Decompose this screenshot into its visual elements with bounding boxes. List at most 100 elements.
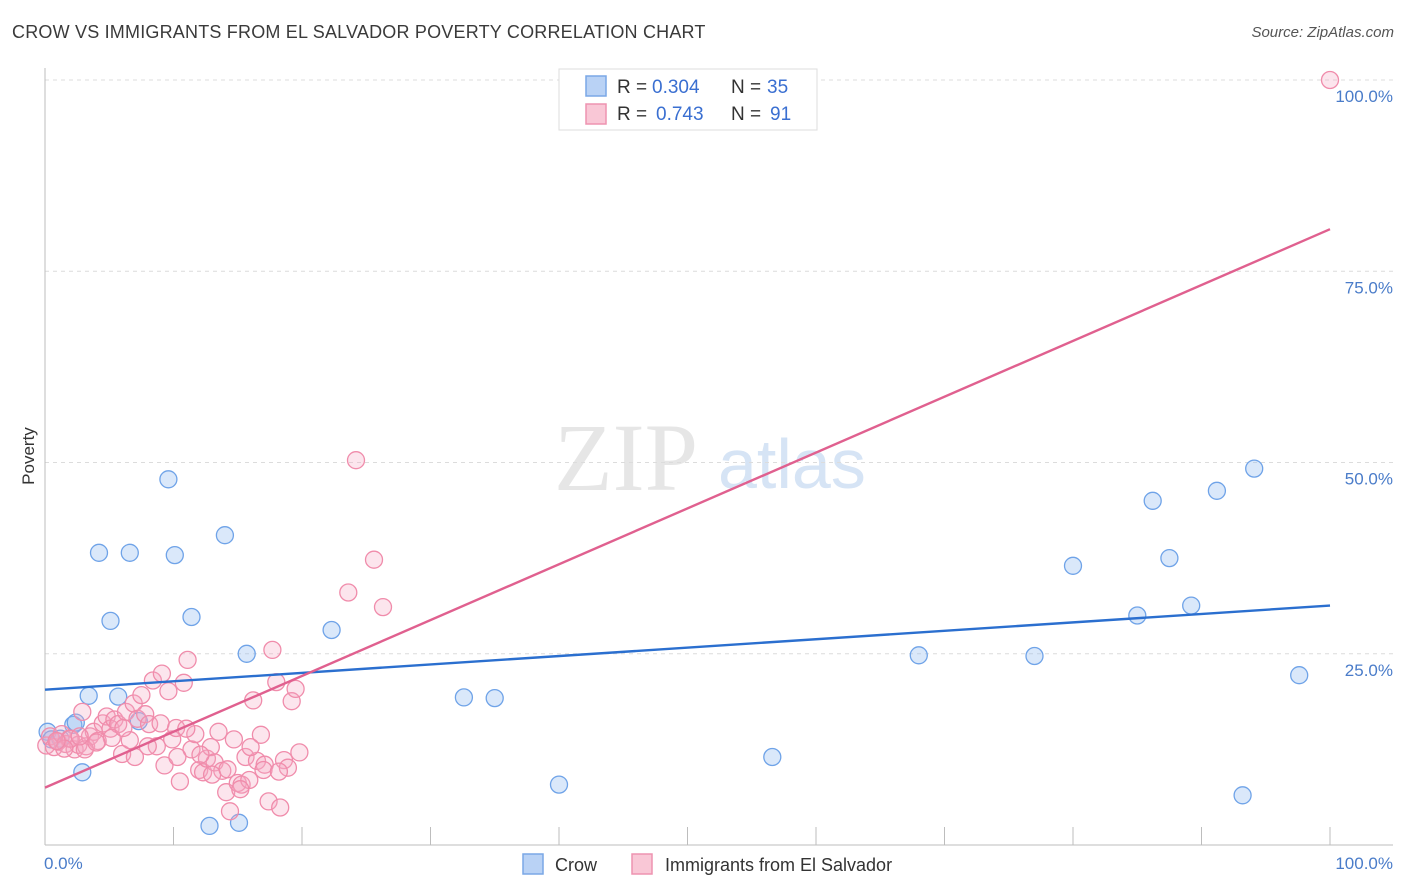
el-salvador-point-74 <box>152 664 172 683</box>
el-salvador-point-9 <box>73 702 92 722</box>
crow-point-4 <box>66 713 85 732</box>
legend-top: R = 0.304 N = 35 R = 0.743 N = 91 <box>558 68 818 131</box>
crow-point-15 <box>200 816 219 836</box>
y-tick-label-0: 25.0% <box>1345 661 1393 680</box>
el-salvador-trend-line <box>44 228 1331 789</box>
el-salvador-point-44 <box>209 722 228 741</box>
crow-point-10 <box>120 543 139 562</box>
trend-lines <box>44 228 1331 789</box>
bottom-legend-crow: Crow <box>555 855 598 875</box>
crow-point-33 <box>1245 459 1264 478</box>
el-salvador-point-67 <box>346 451 366 470</box>
el-salvador-point-37 <box>182 740 201 759</box>
y-tick-label-2: 75.0% <box>1345 278 1393 297</box>
el-salvador-point-25 <box>136 705 155 724</box>
el-salvador-point-34 <box>170 772 190 791</box>
el-salvador-point-31 <box>159 682 178 701</box>
crow-point-28 <box>1143 491 1162 510</box>
crow-trend-line <box>44 604 1331 691</box>
crow-point-34 <box>1290 666 1309 685</box>
el-salvador-point-42 <box>201 737 220 757</box>
crow-point-25 <box>1025 646 1044 666</box>
crow-point-32 <box>1233 786 1252 805</box>
crow-point-31 <box>1207 481 1227 500</box>
crow-point-9 <box>109 687 128 706</box>
el-salvador-point-69 <box>373 597 393 617</box>
el-salvador-point-65 <box>290 743 309 762</box>
el-salvador-point-90 <box>1320 70 1340 90</box>
el-salvador-point-82 <box>254 760 273 780</box>
el-salvador-point-47 <box>220 802 240 821</box>
el-salvador-point-48 <box>224 730 244 749</box>
el-salvador-point-79 <box>218 760 237 779</box>
legend-r-label-1: R = <box>617 77 647 98</box>
crow-point-13 <box>165 545 184 565</box>
legend-r-value-2: 0.743 <box>656 104 704 125</box>
el-salvador-point-81 <box>241 737 260 757</box>
el-salvador-point-57 <box>259 792 278 811</box>
legend-swatch-el-salvador <box>585 103 607 125</box>
x-tick-label-0: 0.0% <box>44 854 83 873</box>
el-salvador-point-38 <box>186 724 205 744</box>
x-tick-labels: 0.0% 100.0% <box>44 854 1393 873</box>
el-salvador-point-62 <box>278 758 298 777</box>
crow-point-19 <box>322 620 341 640</box>
crow-point-14 <box>182 607 201 627</box>
grid-lines <box>45 79 1393 655</box>
crow-point-8 <box>101 611 120 631</box>
legend-swatch-crow <box>585 75 607 97</box>
el-salvador-point-29 <box>151 714 170 733</box>
el-salvador-point-77 <box>191 745 210 764</box>
el-salvador-point-35 <box>174 673 193 692</box>
el-salvador-point-87 <box>55 739 74 758</box>
el-salvador-point-88 <box>47 731 66 751</box>
crow-point-6 <box>79 686 98 705</box>
el-salvador-point-83 <box>269 762 289 781</box>
el-salvador-point-58 <box>263 640 282 660</box>
el-salvador-point-89 <box>70 727 89 746</box>
watermark-zip: ZIP <box>554 404 698 511</box>
source-label: Source: ZipAtlas.com <box>1251 24 1394 41</box>
x-tick-label-1: 100.0% <box>1335 854 1393 873</box>
bottom-legend-swatch-el-salvador <box>631 853 653 875</box>
crow-point-16 <box>215 526 235 545</box>
crow-point-12 <box>159 470 178 489</box>
el-salvador-point-68 <box>364 550 384 569</box>
y-tick-labels: 25.0% 50.0% 75.0% 100.0% <box>1335 87 1393 680</box>
legend-r-value-1: 0.304 <box>652 77 700 98</box>
crow-point-23 <box>763 747 782 767</box>
y-tick-label-1: 50.0% <box>1345 470 1393 489</box>
legend-r-label-2: R = <box>617 104 647 125</box>
el-salvador-point-80 <box>231 780 250 799</box>
crow-point-26 <box>1063 556 1083 575</box>
el-salvador-point-55 <box>251 725 271 744</box>
crow-point-24 <box>909 646 928 665</box>
crow-point-7 <box>89 543 109 562</box>
el-salvador-point-71 <box>114 718 133 738</box>
el-salvador-point-36 <box>178 650 197 670</box>
legend-bottom: Crow Immigrants from El Salvador <box>522 853 892 875</box>
legend-n-value-2: 91 <box>770 104 791 125</box>
el-salvador-point-66 <box>339 583 358 602</box>
y-tick-label-3: 100.0% <box>1335 87 1393 106</box>
legend-n-label-2: N = <box>731 104 761 125</box>
bottom-legend-el-salvador: Immigrants from El Salvador <box>665 855 892 875</box>
y-axis-title: Poverty <box>19 427 38 485</box>
crow-point-20 <box>454 688 474 707</box>
crow-point-22 <box>549 775 569 794</box>
bottom-legend-swatch-crow <box>522 853 544 875</box>
legend-n-label-1: N = <box>731 77 761 98</box>
chart-title: CROW VS IMMIGRANTS FROM EL SALVADOR POVE… <box>12 22 706 42</box>
axes <box>44 68 1393 846</box>
crow-point-18 <box>237 644 256 663</box>
crow-point-29 <box>1160 548 1179 568</box>
crow-point-30 <box>1182 596 1201 615</box>
el-salvador-point-24 <box>132 685 151 705</box>
el-salvador-point-30 <box>155 756 174 775</box>
el-salvador-point-51 <box>236 747 255 767</box>
el-salvador-point-78 <box>202 765 222 784</box>
crow-point-27 <box>1128 606 1147 625</box>
data-points <box>37 70 1340 836</box>
legend-n-value-1: 35 <box>767 77 788 98</box>
